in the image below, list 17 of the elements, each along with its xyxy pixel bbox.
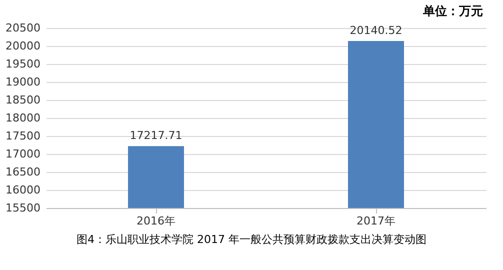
y-tick-label: 16000 <box>6 184 40 196</box>
y-tick-label: 19000 <box>6 76 40 88</box>
y-tick-label: 18500 <box>6 94 40 106</box>
y-tick-label: 17000 <box>6 148 40 160</box>
y-tick-label: 15500 <box>6 202 40 214</box>
x-tick-label: 2016年 <box>136 214 176 228</box>
y-tick-label: 18000 <box>6 112 40 124</box>
y-tick-label: 20000 <box>6 40 40 52</box>
y-tick-label: 19500 <box>6 58 40 70</box>
y-tick-label: 17500 <box>6 130 40 142</box>
caption: 图4：乐山职业技术学院 2017 年一般公共预算财政拨款支出决算变动图 <box>76 232 428 247</box>
text: 单位：万元 <box>422 3 484 20</box>
y-tick-label: 20500 <box>6 22 40 34</box>
data-label: 17217.71 <box>130 129 182 142</box>
y-tick-label: 16500 <box>6 166 40 178</box>
data-label: 20140.52 <box>350 24 402 37</box>
x-tick-label: 2017年 <box>356 214 396 228</box>
